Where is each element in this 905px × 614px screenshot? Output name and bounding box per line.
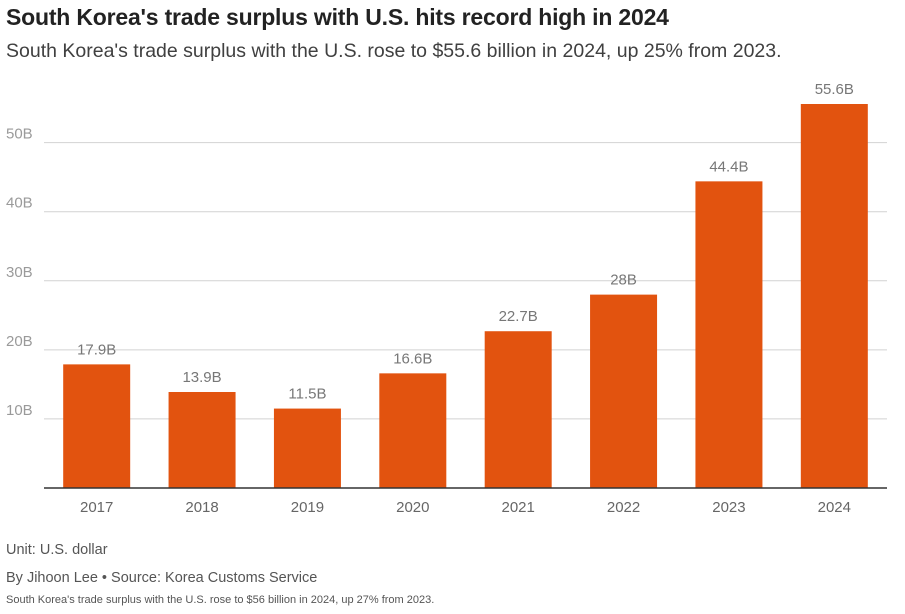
y-tick-label: 40B (6, 195, 33, 212)
data-label: 55.6B (815, 81, 854, 98)
x-tick-label: 2020 (396, 499, 429, 516)
y-tick-label: 30B (6, 264, 33, 281)
bar (590, 294, 658, 488)
bar (484, 331, 552, 488)
unit-note: Unit: U.S. dollar (6, 542, 108, 558)
bar (695, 181, 763, 488)
bar-chart: 10B 20B 30B 40B 50B 17.9B 13.9B 11.5B 16.6B 22.7… (6, 81, 887, 516)
data-label: 28B (610, 272, 637, 289)
bar (273, 408, 341, 488)
data-label: 13.9B (182, 369, 221, 386)
y-tick-label: 50B (6, 126, 33, 143)
byline-source: By Jihoon Lee • Source: Korea Customs Se… (6, 570, 318, 586)
x-tick-label: 2018 (185, 499, 218, 516)
x-tick-label: 2021 (502, 499, 535, 516)
data-label: 11.5B (288, 386, 326, 403)
y-axis-ticks: 10B 20B 30B 40B 50B (6, 126, 33, 419)
data-label: 16.6B (393, 350, 432, 367)
bar (800, 104, 868, 488)
x-tick-label: 2017 (80, 499, 113, 516)
data-label: 22.7B (499, 308, 538, 325)
x-tick-label: 2023 (712, 499, 745, 516)
bar (379, 373, 447, 488)
data-label: 17.9B (77, 341, 116, 358)
bars (63, 104, 868, 488)
chart-title: South Korea's trade surplus with U.S. hi… (6, 4, 669, 30)
x-tick-label: 2024 (818, 499, 851, 516)
y-tick-label: 10B (6, 402, 33, 419)
data-labels: 17.9B 13.9B 11.5B 16.6B 22.7B 28B 44.4B 55.6B (77, 81, 854, 403)
x-tick-label: 2019 (291, 499, 324, 516)
x-axis-ticks: 2017 2018 2019 2020 2021 2022 2023 2024 (80, 499, 851, 516)
chart-subtitle: South Korea's trade surplus with the U.S… (6, 40, 782, 62)
data-label: 44.4B (709, 158, 748, 175)
caption-note: South Korea's trade surplus with the U.S… (6, 594, 435, 606)
y-tick-label: 20B (6, 333, 33, 350)
bar (168, 392, 236, 488)
bar (63, 364, 131, 488)
x-tick-label: 2022 (607, 499, 640, 516)
